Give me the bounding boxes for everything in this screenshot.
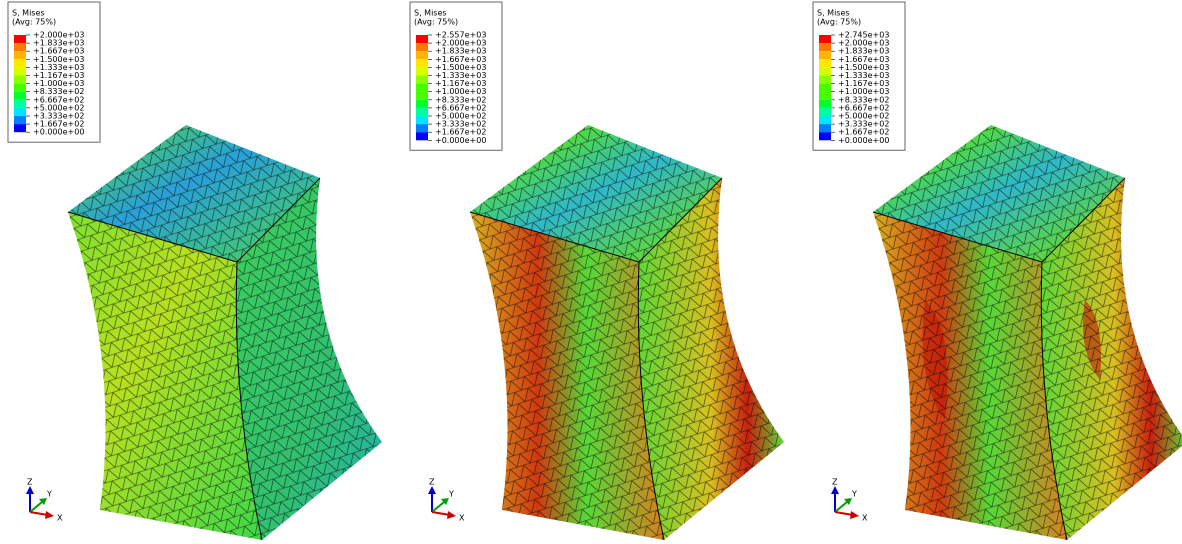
triad-label-z: Z — [429, 478, 435, 487]
axis-triad: Z Y X — [831, 478, 868, 523]
legend-swatch — [14, 51, 26, 59]
legend-swatch — [416, 67, 428, 75]
legend-title: S, Mises — [414, 9, 447, 18]
screenshot: S, Mises(Avg: 75%)+2.000e+03+1.833e+03+1… — [0, 0, 1182, 544]
legend-swatch — [416, 76, 428, 84]
legend-swatch — [14, 43, 26, 51]
legend-subtitle: (Avg: 75%) — [414, 18, 458, 27]
legend-swatch — [416, 59, 428, 67]
legend-swatch — [14, 59, 26, 67]
triad-label-y: Y — [851, 490, 857, 499]
triad-label-x: X — [459, 514, 465, 523]
legend-swatch — [819, 76, 831, 84]
legend-swatch — [416, 35, 428, 43]
legend-swatch — [416, 116, 428, 124]
triad-z-head — [831, 486, 839, 494]
triad-y — [30, 502, 42, 512]
triad-y — [835, 502, 847, 512]
legend-subtitle: (Avg: 75%) — [817, 18, 861, 27]
mesh — [873, 125, 1182, 540]
legend-label: +0.000e+00 — [33, 128, 84, 137]
legend-subtitle: (Avg: 75%) — [12, 18, 56, 27]
triad-x — [835, 512, 853, 515]
legend-swatch — [819, 124, 831, 132]
triad-label-x: X — [57, 514, 63, 523]
triad-x-head — [45, 511, 54, 519]
legend-swatch — [819, 92, 831, 100]
legend-swatch — [416, 100, 428, 108]
panel — [873, 125, 1182, 540]
legend-title: S, Mises — [12, 9, 45, 18]
panel — [68, 125, 382, 540]
legend-swatch — [819, 84, 831, 92]
triad-label-z: Z — [832, 478, 838, 487]
legend: S, Mises(Avg: 75%)+2.000e+03+1.833e+03+1… — [8, 2, 100, 142]
legend-swatch — [819, 116, 831, 124]
legend-swatch — [416, 124, 428, 132]
legend-swatch — [14, 76, 26, 84]
mesh — [68, 125, 382, 540]
axis-triad: Z Y X — [26, 478, 63, 523]
legend-swatch — [14, 116, 26, 124]
legend-swatch — [819, 51, 831, 59]
legend: S, Mises(Avg: 75%)+2.557e+03+2.000e+03+1… — [410, 2, 502, 150]
legend-swatch — [416, 108, 428, 116]
triad-x — [432, 512, 450, 515]
panel — [470, 125, 784, 540]
legend: S, Mises(Avg: 75%)+2.745e+03+2.000e+03+1… — [813, 2, 905, 150]
triad-label-x: X — [862, 514, 868, 523]
triad-z-head — [26, 486, 34, 494]
legend-swatch — [416, 132, 428, 140]
legend-swatch — [416, 51, 428, 59]
triad-label-z: Z — [27, 478, 33, 487]
triad-label-y: Y — [448, 490, 454, 499]
legend-swatch — [14, 84, 26, 92]
legend-swatch — [14, 92, 26, 100]
legend-swatch — [416, 92, 428, 100]
triad-label-y: Y — [46, 490, 52, 499]
legend-swatch — [819, 35, 831, 43]
legend-label: +0.000e+00 — [838, 136, 889, 145]
legend-swatch — [819, 67, 831, 75]
triad-z-head — [428, 486, 436, 494]
axis-triad: Z Y X — [428, 478, 465, 523]
legend-title: S, Mises — [817, 9, 850, 18]
legend-swatch — [819, 59, 831, 67]
mesh — [470, 125, 784, 540]
triad-y — [432, 502, 444, 512]
triad-x-head — [850, 511, 859, 519]
legend-swatch — [14, 100, 26, 108]
triad-x-head — [447, 511, 456, 519]
legend-swatch — [819, 43, 831, 51]
legend-swatch — [819, 108, 831, 116]
legend-swatch — [14, 124, 26, 132]
triad-x — [30, 512, 48, 515]
legend-swatch — [14, 35, 26, 43]
legend-swatch — [14, 108, 26, 116]
legend-swatch — [819, 100, 831, 108]
legend-swatch — [14, 67, 26, 75]
legend-swatch — [819, 132, 831, 140]
legend-swatch — [416, 84, 428, 92]
legend-label: +0.000e+00 — [435, 136, 486, 145]
legend-swatch — [416, 43, 428, 51]
